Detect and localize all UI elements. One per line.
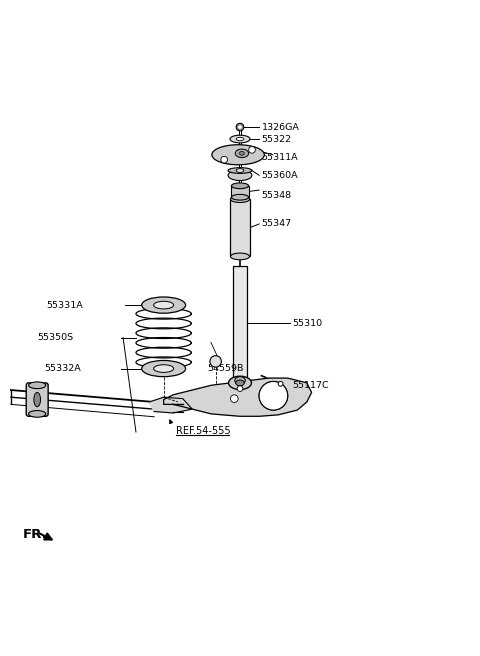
Text: 55311A: 55311A — [262, 153, 298, 161]
Text: 55310: 55310 — [292, 319, 323, 328]
Ellipse shape — [212, 145, 264, 165]
Text: FR.: FR. — [23, 527, 48, 541]
Circle shape — [259, 381, 288, 410]
Text: 1326GA: 1326GA — [262, 123, 300, 132]
Text: REF.54-555: REF.54-555 — [176, 426, 230, 436]
Circle shape — [221, 156, 228, 163]
Ellipse shape — [231, 194, 249, 200]
Ellipse shape — [228, 376, 252, 390]
Polygon shape — [149, 397, 192, 413]
Text: 54559B: 54559B — [207, 364, 244, 373]
Circle shape — [210, 356, 221, 367]
Text: 55348: 55348 — [262, 191, 292, 200]
Ellipse shape — [29, 382, 46, 388]
Text: 55331A: 55331A — [47, 300, 84, 310]
FancyBboxPatch shape — [230, 199, 250, 256]
FancyBboxPatch shape — [233, 266, 247, 383]
Ellipse shape — [240, 152, 244, 155]
Text: 55360A: 55360A — [262, 171, 298, 180]
Text: 55322: 55322 — [262, 134, 292, 144]
Ellipse shape — [230, 135, 250, 143]
Ellipse shape — [230, 253, 250, 260]
Ellipse shape — [231, 183, 249, 189]
Ellipse shape — [34, 392, 40, 407]
Text: 55350S: 55350S — [37, 333, 73, 342]
Text: 55332A: 55332A — [44, 364, 81, 373]
Ellipse shape — [236, 380, 244, 386]
Ellipse shape — [263, 387, 284, 404]
Circle shape — [249, 146, 255, 154]
Ellipse shape — [228, 170, 252, 180]
Ellipse shape — [154, 365, 174, 373]
Circle shape — [278, 381, 283, 386]
Ellipse shape — [228, 168, 252, 173]
Ellipse shape — [29, 411, 46, 417]
Text: 55117C: 55117C — [292, 380, 329, 390]
Text: 55347: 55347 — [262, 220, 292, 228]
Ellipse shape — [142, 360, 186, 377]
Ellipse shape — [235, 149, 249, 157]
Circle shape — [236, 123, 244, 131]
Ellipse shape — [142, 297, 186, 313]
Ellipse shape — [235, 377, 245, 384]
Ellipse shape — [236, 137, 244, 140]
Polygon shape — [164, 378, 312, 417]
FancyBboxPatch shape — [231, 186, 249, 197]
Circle shape — [259, 381, 288, 410]
Ellipse shape — [154, 301, 174, 309]
Ellipse shape — [236, 169, 244, 173]
FancyBboxPatch shape — [26, 383, 48, 417]
Circle shape — [237, 386, 243, 392]
Ellipse shape — [230, 195, 250, 203]
Circle shape — [239, 126, 241, 129]
Circle shape — [230, 395, 238, 402]
